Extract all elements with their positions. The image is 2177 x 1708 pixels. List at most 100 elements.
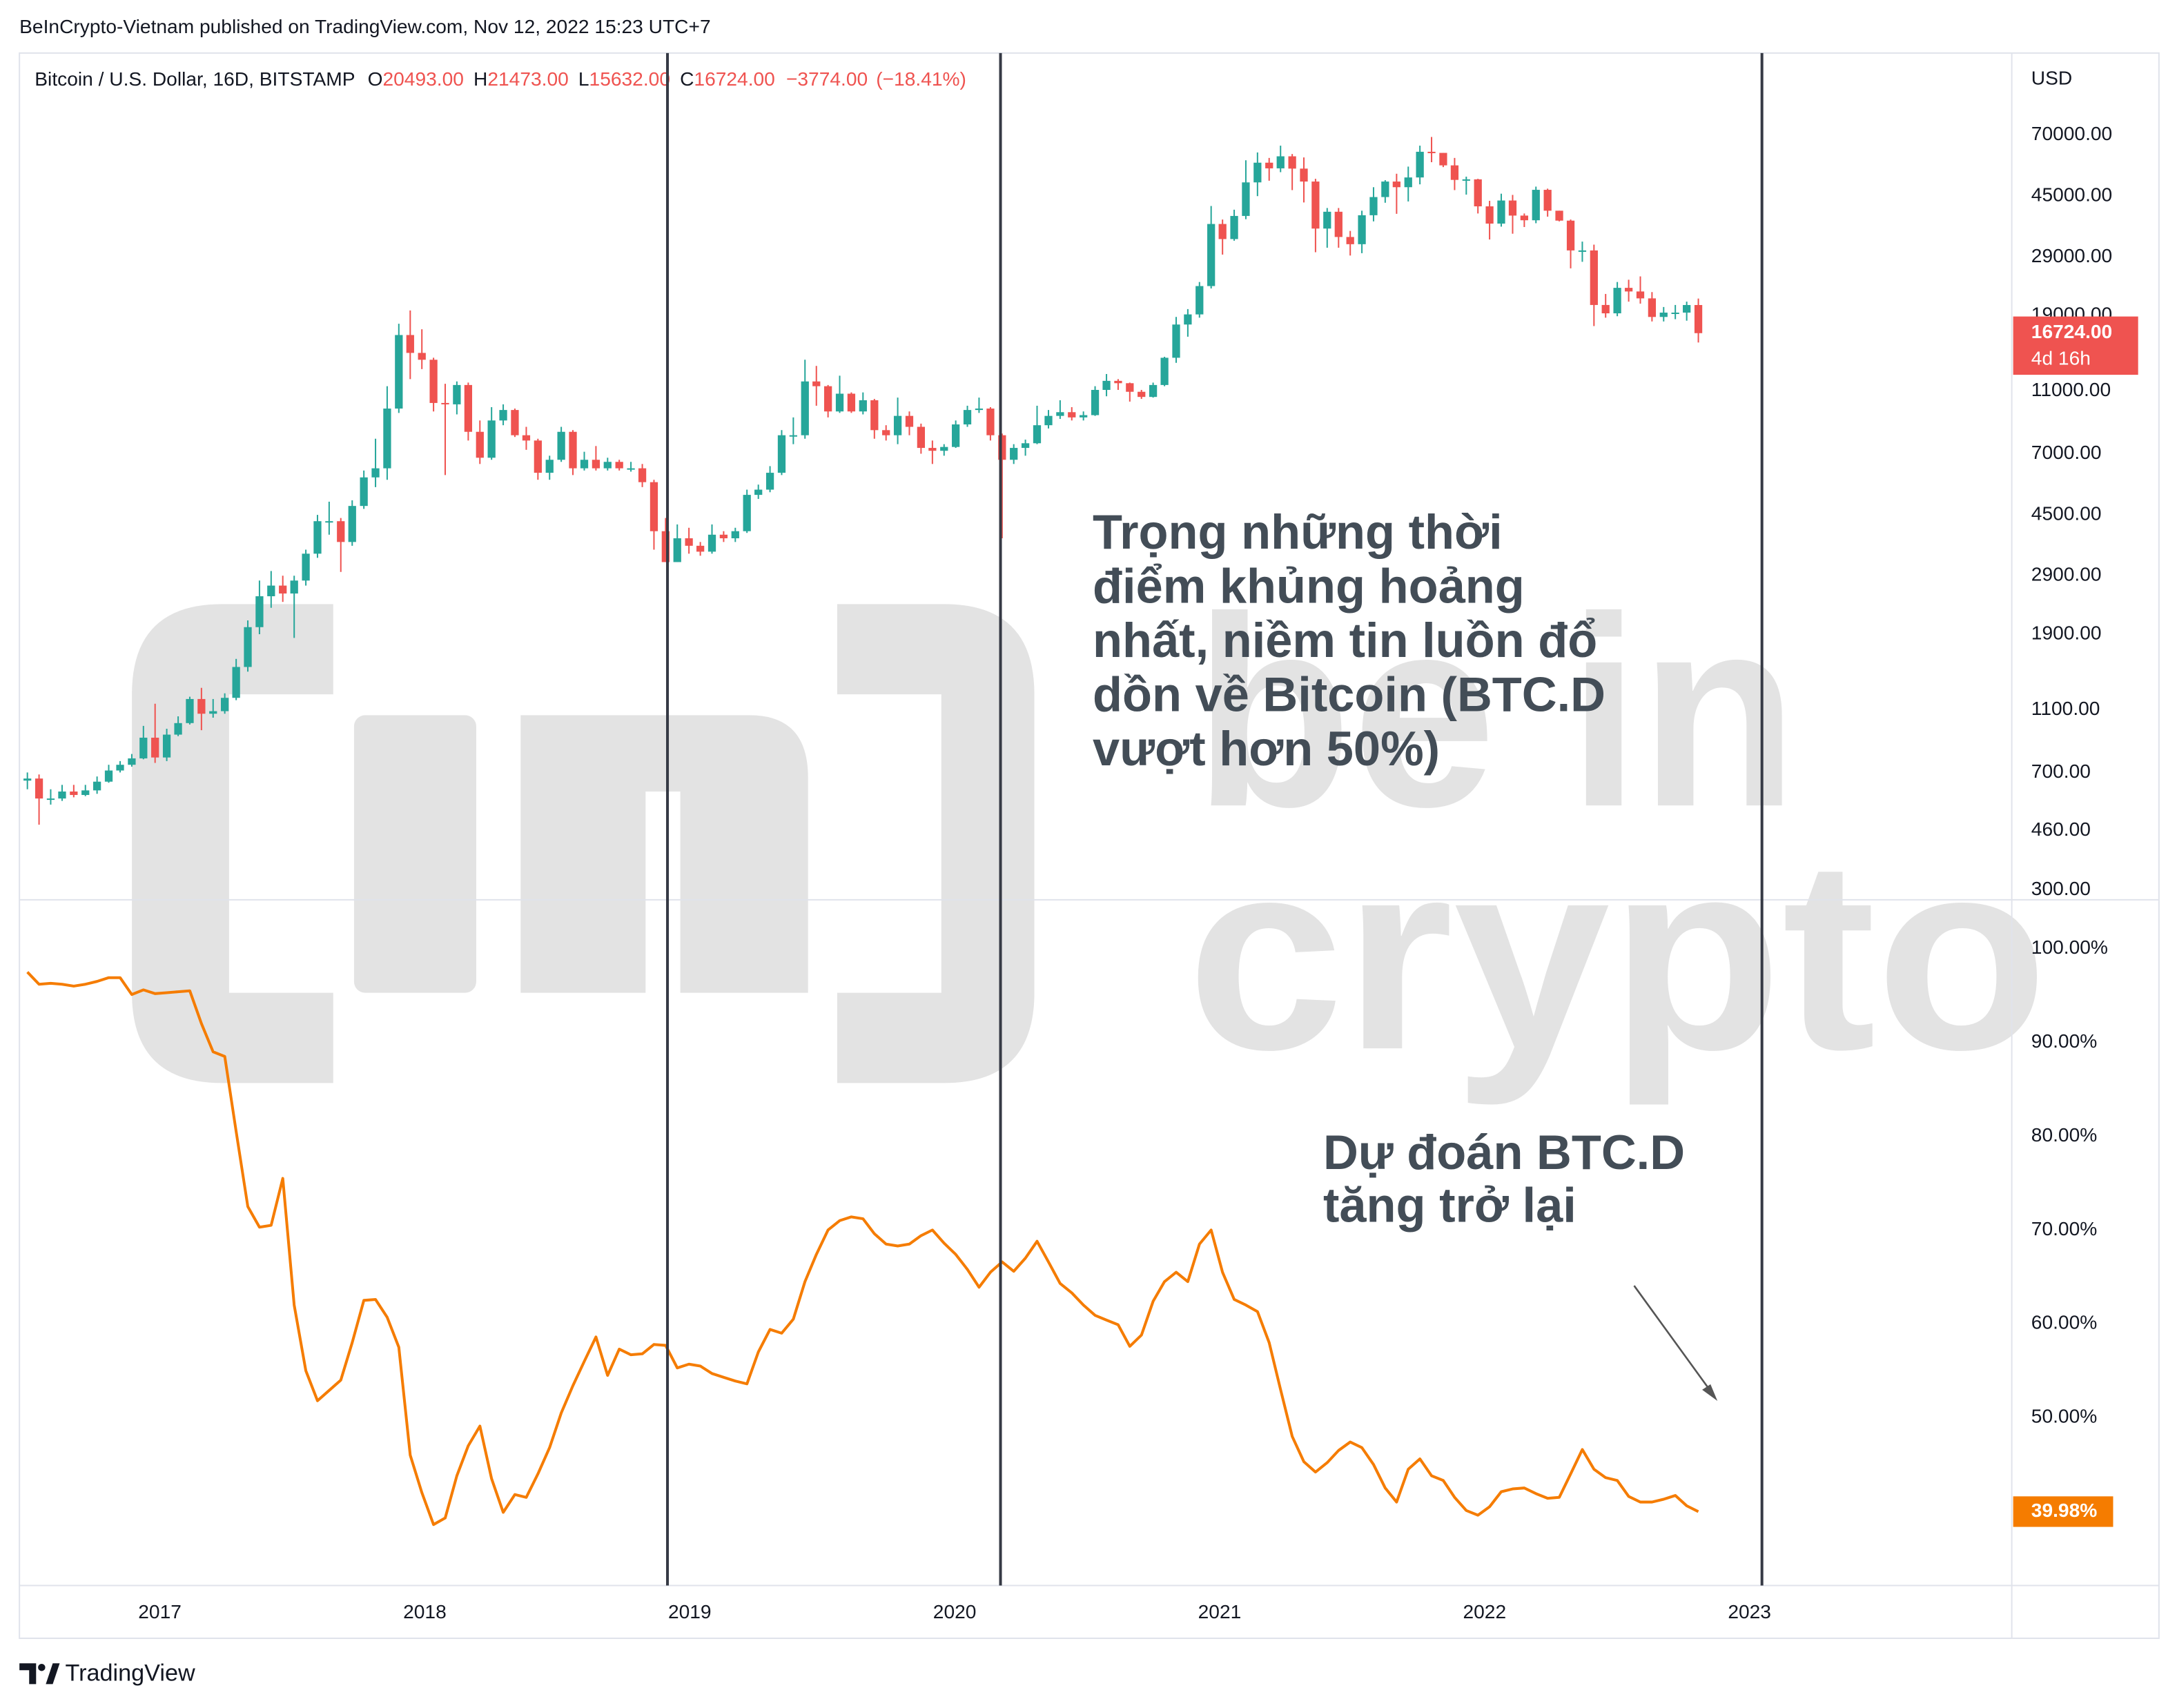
candle-body [1543,190,1552,211]
candle-body [1474,179,1482,207]
candle-body [1021,443,1030,449]
candle-body [1578,250,1587,252]
y-tick-label: 1900.00 [2031,622,2102,643]
candle-body [325,521,333,523]
chart-border [19,52,2160,1639]
candle-body [139,737,148,758]
candle-body [418,353,426,360]
candle-body [1172,324,1180,358]
candle-body [46,798,55,801]
y2-tick-label: 70.00% [2031,1218,2098,1239]
logo-mark [19,1663,37,1685]
candle-body [696,545,705,552]
candle-body [1648,298,1657,317]
candle-body [975,409,984,411]
candle-body [1508,200,1517,216]
candle-body [1427,151,1436,153]
candle-body [673,538,681,562]
frame [19,52,2160,1639]
candle-body [429,360,438,403]
candle-body [476,431,484,458]
candle-body [1195,286,1204,315]
candle-body [1253,162,1262,183]
candle-body [209,711,217,714]
candle-body [650,482,658,531]
candle-body [615,462,623,469]
annotation-text: Trọng những thời [1093,504,1503,559]
annotation-text: điểm khủng hoảng [1093,558,1525,613]
price-badge [2013,316,2138,375]
y2-tick-label: 60.00% [2031,1312,2098,1333]
candle-body [92,781,101,791]
candle-body [464,384,473,432]
y-tick-label: 7000.00 [2031,442,2102,463]
candle-body [35,778,43,799]
candle-body [707,534,716,552]
candle-body [81,790,90,795]
change: −3774.00 [786,69,868,90]
candle-body [812,381,821,386]
watermark-logo [132,604,1035,1083]
candle-body [731,531,739,539]
candle-body [487,420,496,458]
price-badge-label: 16724.00 [2031,321,2112,342]
candle-body [1346,237,1354,244]
candle-body [499,410,507,421]
candle-body [1184,314,1192,325]
candle-body [1555,210,1563,221]
candle-body [1102,380,1111,390]
arrow-head [1702,1384,1718,1402]
candle-body [1624,288,1633,292]
countdown-label: 4d 16h [2031,347,2091,369]
candle-body [998,435,1006,460]
candle-body [267,585,275,597]
candle-body [1566,220,1575,251]
candle-body [1207,224,1216,286]
candle-body [1242,182,1250,216]
candle-body [511,410,519,435]
candle-body [522,435,531,441]
candle-body [1149,384,1158,397]
annotation-text: tăng trở lại [1323,1178,1576,1233]
axis-unit: USD [2031,68,2072,89]
ohlc-key: H [474,69,487,90]
candle-body [151,737,159,758]
candle-body [395,335,403,409]
candle-body [963,410,972,425]
candle-body [23,778,32,781]
candle-body [232,667,240,698]
candle-body [1369,197,1378,215]
btc-dominance-line [26,971,1699,1527]
candle-body [1091,389,1100,415]
y-tick-label: 2900.00 [2031,564,2102,585]
candle-body [1068,412,1076,418]
ohlc-key: C [680,69,694,90]
y-tick-label: 700.00 [2031,760,2091,782]
candle-body [162,734,171,758]
x-tick-label: 2023 [1728,1601,1771,1622]
candle-body [534,440,542,473]
ohlc-key: L [578,69,589,90]
logo-mark [46,1663,60,1685]
candle-body [1659,312,1668,317]
candle-body [441,402,449,404]
symbol: Bitcoin / U.S. Dollar, 16D, BITSTAMP [35,69,355,90]
candle-body [1114,380,1122,384]
candle-body [627,468,635,470]
candle-body [1276,156,1285,168]
candle-body [1218,224,1227,239]
candle-body [638,468,647,482]
candle-body [348,506,356,542]
change-pct: (−18.41%) [876,69,966,90]
ohlc-key: O [368,69,383,90]
candle-body [1288,156,1296,169]
candle-body [337,521,345,542]
candle-body [453,384,461,404]
candle-body [1416,151,1424,178]
logo-i [353,715,476,993]
logo-mark [38,1663,46,1671]
x-tick-label: 2022 [1463,1601,1506,1622]
candle-body [116,765,124,771]
y-tick-label: 29000.00 [2031,245,2112,266]
candle-body [1230,215,1238,239]
